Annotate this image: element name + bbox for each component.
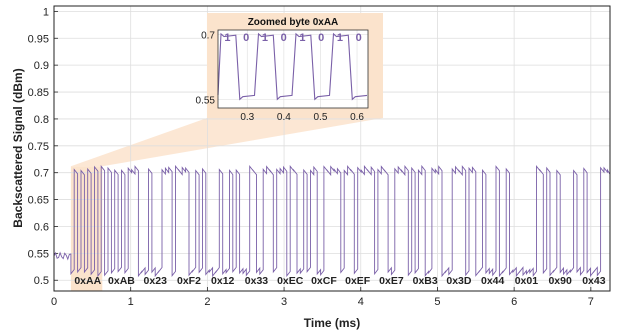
byte-label: 0xEF	[345, 275, 371, 287]
byte-label: 0x90	[548, 275, 572, 287]
inset-signal-line	[217, 32, 368, 101]
y-ticks: 0.5 0.55 0.6 0.65 0.7 0.75 0.8 0.85 0.9 0.95 1	[28, 6, 58, 287]
x-tick-label: 3	[281, 296, 287, 308]
x-tick-label: 1	[128, 296, 134, 308]
x-tick-label: 0	[51, 296, 57, 308]
y-tick-label: 1	[43, 6, 49, 18]
x-tick-label: 4	[358, 296, 364, 308]
inset-bit-label: 0	[318, 32, 324, 44]
y-tick-label: 0.65	[28, 195, 49, 207]
inset-y-tick-label: 0.55	[196, 95, 216, 106]
x-axis-label: Time (ms)	[304, 316, 360, 330]
inset-bit-label: 1	[262, 32, 268, 44]
y-tick-label: 0.95	[28, 33, 49, 45]
byte-label: 0x01	[515, 275, 539, 287]
byte-label: 0xAA	[74, 275, 101, 287]
x-tick-label: 6	[511, 296, 517, 308]
byte-label: 0xE7	[379, 275, 404, 287]
y-tick-label: 0.9	[34, 60, 49, 72]
x-tick-label: 7	[588, 296, 594, 308]
y-tick-label: 0.75	[28, 141, 49, 153]
byte-labels: 0xAA 0xAB 0x23 0xF2 0x12 0x33 0xEC 0xCF 0xEF 0xE7…	[74, 275, 605, 287]
inset-x-tick-label: 0.5	[313, 112, 327, 123]
byte-label: 0x43	[582, 275, 606, 287]
y-tick-label: 0.6	[34, 221, 49, 233]
signal-line	[53, 164, 611, 278]
byte-label: 0x44	[481, 275, 505, 287]
inset-ticks: 0.3 0.4 0.5 0.6 0.55 0.7	[196, 30, 365, 123]
inset-bit-label: 1	[337, 32, 343, 44]
inset-bit-label: 0	[281, 32, 287, 44]
byte-label: 0x23	[144, 275, 168, 287]
inset-x-tick-label: 0.3	[240, 112, 254, 123]
inset-bit-label: 0	[356, 32, 362, 44]
byte-label: 0x33	[245, 275, 269, 287]
inset-bit-label: 1	[299, 32, 305, 44]
inset-bit-label: 0	[243, 32, 249, 44]
y-tick-label: 0.5	[34, 275, 49, 287]
zoom-connector	[70, 118, 383, 167]
byte-label: 0xAB	[108, 275, 135, 287]
y-tick-label: 0.55	[28, 248, 49, 260]
inset-grid	[218, 30, 368, 108]
byte-label: 0x12	[211, 275, 235, 287]
byte-label: 0xCF	[311, 275, 337, 287]
y-axis-label: Backscattered Signal (dBm)	[11, 68, 25, 227]
byte-label: 0xEC	[277, 275, 304, 287]
y-tick-label: 0.7	[34, 168, 49, 180]
byte-label: 0x3D	[446, 275, 472, 287]
inset-bit-label: 1	[224, 32, 230, 44]
plot-frame	[53, 5, 611, 292]
byte-label: 0xF2	[177, 275, 201, 287]
inset-x-tick-label: 0.4	[277, 112, 291, 123]
inset-title: Zoomed byte 0xAA	[248, 17, 339, 28]
y-tick-label: 0.8	[34, 114, 49, 126]
y-tick-label: 0.85	[28, 87, 49, 99]
inset-y-tick-label: 0.7	[201, 30, 215, 41]
x-tick-label: 5	[434, 296, 440, 308]
x-ticks: 0 1 2 3 4 5 6 7	[51, 287, 594, 308]
inset-x-tick-label: 0.6	[350, 112, 364, 123]
inset-frame	[217, 29, 369, 109]
zoom-highlight-band	[70, 166, 103, 291]
inset-background	[218, 30, 368, 108]
x-tick-label: 2	[204, 296, 210, 308]
byte-label: 0xB3	[413, 275, 438, 287]
